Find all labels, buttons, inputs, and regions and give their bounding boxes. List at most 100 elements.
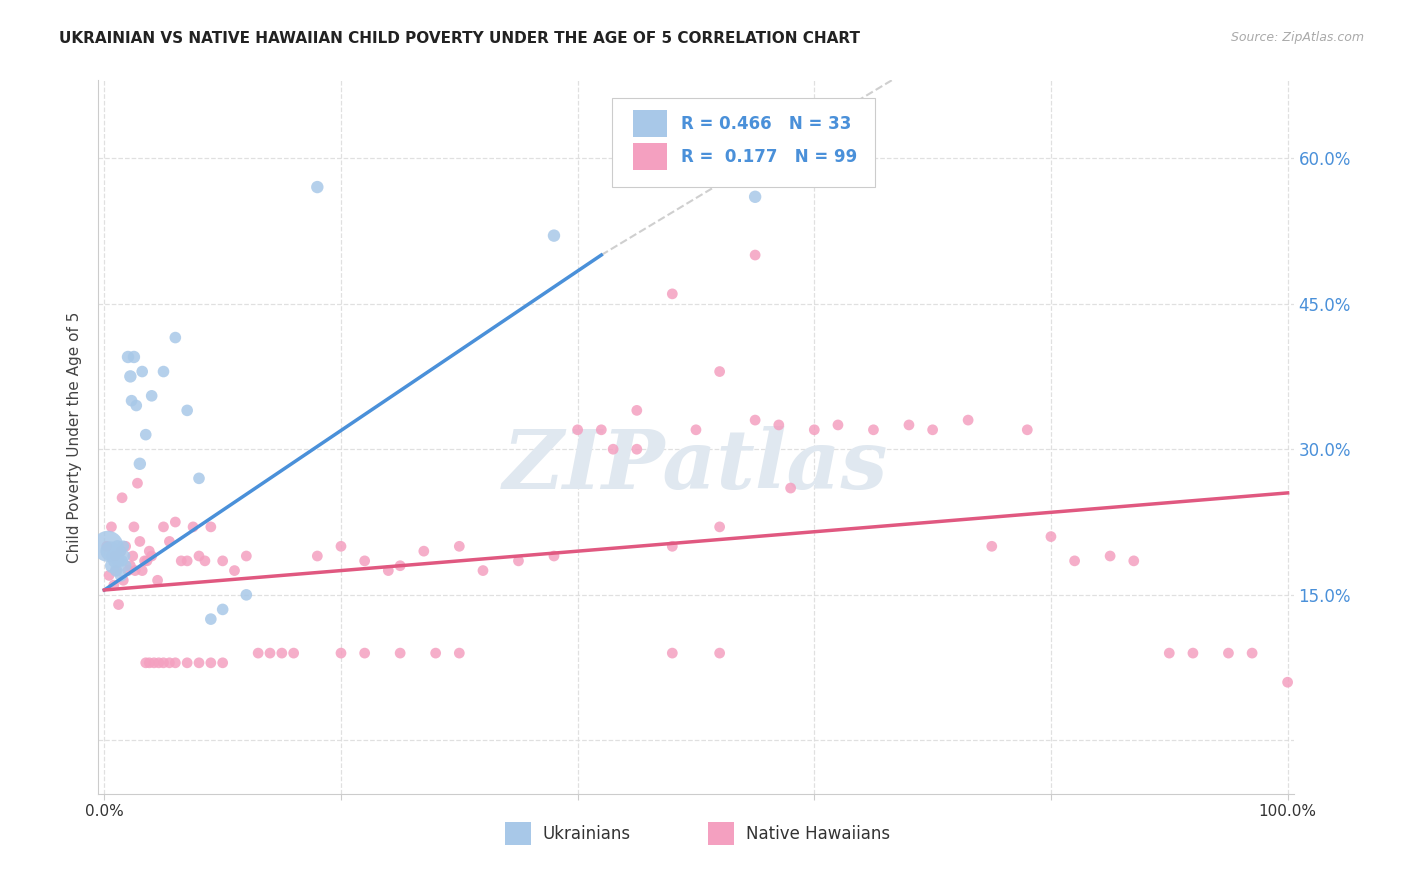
- Point: [135, 427, 157, 442]
- Point: [768, 417, 790, 432]
- Point: [224, 564, 246, 578]
- Point: [128, 457, 150, 471]
- Point: [389, 646, 412, 660]
- Point: [1017, 423, 1039, 437]
- Point: [779, 481, 801, 495]
- Point: [330, 646, 353, 660]
- Point: [472, 564, 495, 578]
- Text: UKRAINIAN VS NATIVE HAWAIIAN CHILD POVERTY UNDER THE AGE OF 5 CORRELATION CHART: UKRAINIAN VS NATIVE HAWAIIAN CHILD POVER…: [59, 31, 860, 46]
- Point: [709, 520, 731, 534]
- Point: [1063, 554, 1085, 568]
- Point: [165, 515, 187, 529]
- Point: [591, 423, 613, 437]
- Point: [110, 568, 132, 582]
- Point: [259, 646, 281, 660]
- Point: [709, 646, 731, 660]
- Point: [114, 549, 136, 563]
- Text: Native Hawaiians: Native Hawaiians: [747, 825, 890, 843]
- Point: [803, 423, 825, 437]
- Point: [120, 558, 142, 573]
- Point: [138, 656, 160, 670]
- Point: [744, 190, 766, 204]
- Point: [377, 564, 399, 578]
- Point: [235, 549, 257, 563]
- Point: [211, 602, 233, 616]
- Point: [1122, 554, 1144, 568]
- Point: [107, 598, 129, 612]
- Point: [148, 656, 170, 670]
- Point: [661, 646, 683, 660]
- Point: [661, 539, 683, 553]
- Point: [108, 544, 131, 558]
- Point: [107, 554, 129, 568]
- Point: [626, 442, 648, 457]
- Point: [425, 646, 447, 660]
- Point: [567, 423, 589, 437]
- Point: [661, 286, 683, 301]
- Point: [104, 549, 127, 563]
- Point: [121, 393, 143, 408]
- Point: [143, 656, 166, 670]
- Point: [1159, 646, 1181, 660]
- Point: [1181, 646, 1204, 660]
- Point: [165, 656, 187, 670]
- Point: [141, 549, 163, 563]
- Point: [685, 423, 707, 437]
- Point: [120, 369, 142, 384]
- Point: [157, 534, 180, 549]
- Point: [744, 413, 766, 427]
- Text: R =  0.177   N = 99: R = 0.177 N = 99: [681, 148, 858, 166]
- Point: [117, 564, 139, 578]
- Text: Ukrainians: Ukrainians: [543, 825, 631, 843]
- Point: [235, 588, 257, 602]
- Point: [96, 539, 118, 553]
- Point: [330, 539, 353, 553]
- Point: [897, 417, 920, 432]
- Point: [543, 549, 565, 563]
- Point: [1241, 646, 1264, 660]
- Point: [97, 539, 120, 553]
- Point: [157, 656, 180, 670]
- Point: [1099, 549, 1122, 563]
- Point: [862, 423, 884, 437]
- Point: [117, 350, 139, 364]
- Point: [188, 549, 211, 563]
- Point: [626, 403, 648, 417]
- Point: [170, 554, 193, 568]
- Point: [1039, 530, 1062, 544]
- Point: [957, 413, 980, 427]
- Point: [105, 539, 128, 553]
- FancyBboxPatch shape: [709, 822, 734, 846]
- Point: [188, 471, 211, 485]
- FancyBboxPatch shape: [633, 143, 666, 170]
- Point: [103, 549, 125, 563]
- Point: [101, 558, 124, 573]
- Point: [181, 520, 204, 534]
- Point: [131, 365, 153, 379]
- Point: [353, 646, 375, 660]
- Point: [744, 248, 766, 262]
- Point: [921, 423, 943, 437]
- Point: [283, 646, 305, 660]
- Point: [105, 564, 128, 578]
- Point: [200, 612, 222, 626]
- Text: R = 0.466   N = 33: R = 0.466 N = 33: [681, 115, 852, 133]
- FancyBboxPatch shape: [633, 111, 666, 137]
- Point: [111, 554, 134, 568]
- Point: [114, 558, 136, 573]
- FancyBboxPatch shape: [613, 98, 876, 187]
- Point: [135, 656, 157, 670]
- Point: [127, 476, 149, 491]
- Point: [1277, 675, 1299, 690]
- Point: [152, 365, 174, 379]
- Point: [124, 564, 146, 578]
- Text: ZIPatlas: ZIPatlas: [503, 425, 889, 506]
- Point: [176, 554, 198, 568]
- Point: [449, 539, 471, 553]
- Point: [188, 656, 211, 670]
- Point: [131, 564, 153, 578]
- Point: [307, 549, 329, 563]
- Point: [176, 403, 198, 417]
- Point: [114, 539, 136, 553]
- Point: [1218, 646, 1240, 660]
